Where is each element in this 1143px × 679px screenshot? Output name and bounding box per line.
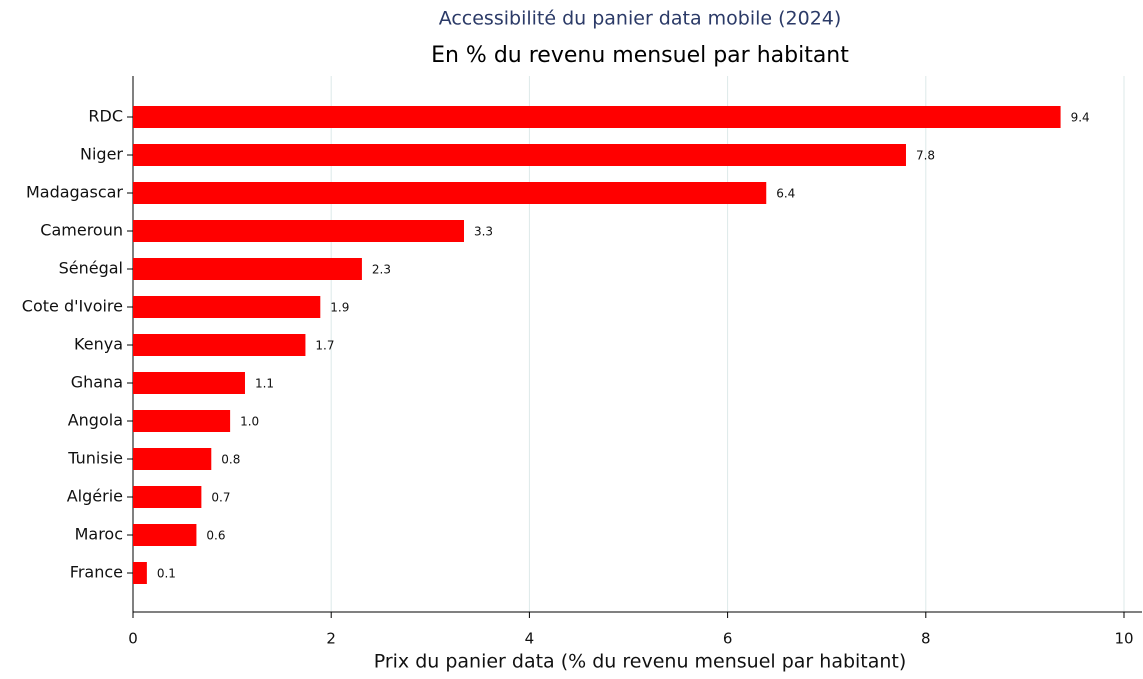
value-label: 1.7 [315, 339, 334, 353]
value-label: 1.9 [330, 301, 349, 315]
x-tick-label: 4 [525, 630, 535, 648]
value-label: 0.7 [211, 491, 230, 505]
y-tick-label: Angola [68, 411, 123, 430]
chart-title: Accessibilité du panier data mobile (202… [439, 8, 842, 30]
chart-subtitle: En % du revenu mensuel par habitant [431, 43, 849, 68]
y-tick-label: Maroc [75, 525, 123, 544]
y-tick-label: RDC [88, 107, 123, 126]
value-label: 7.8 [916, 149, 935, 163]
bar [133, 524, 197, 546]
x-tick-label: 2 [326, 630, 336, 648]
y-tick-label: Cote d'Ivoire [22, 297, 123, 316]
value-label: 6.4 [776, 187, 795, 201]
value-label: 9.4 [1071, 111, 1090, 125]
y-tick-label: Sénégal [59, 259, 123, 278]
y-tick-label: France [70, 563, 123, 582]
bar [133, 410, 231, 432]
bar [133, 486, 202, 508]
value-label: 0.1 [157, 567, 176, 581]
bar [133, 144, 906, 166]
bar [133, 220, 464, 242]
bar [133, 182, 767, 204]
y-tick-label: Niger [80, 145, 123, 164]
bar [133, 448, 212, 470]
y-tick-label: Madagascar [26, 183, 123, 202]
y-tick-label: Kenya [74, 335, 123, 354]
y-tick-label: Cameroun [40, 221, 123, 240]
value-label: 1.0 [240, 415, 259, 429]
bar [133, 562, 147, 584]
value-label: 1.1 [255, 377, 274, 391]
value-label: 3.3 [474, 225, 493, 239]
y-tick-label: Algérie [67, 487, 123, 506]
value-label: 2.3 [372, 263, 391, 277]
bar [133, 106, 1061, 128]
x-tick-label: 0 [128, 630, 138, 648]
x-tick-label: 8 [921, 630, 931, 648]
bar [133, 334, 306, 356]
x-tick-label: 6 [723, 630, 733, 648]
y-tick-label: Ghana [71, 373, 123, 392]
bar [133, 372, 245, 394]
bar [133, 258, 362, 280]
x-axis-label: Prix du panier data (% du revenu mensuel… [374, 651, 907, 673]
y-tick-label: Tunisie [67, 449, 123, 468]
value-label: 0.6 [206, 529, 225, 543]
bar [133, 296, 321, 318]
value-label: 0.8 [221, 453, 240, 467]
x-tick-label: 10 [1114, 630, 1133, 648]
